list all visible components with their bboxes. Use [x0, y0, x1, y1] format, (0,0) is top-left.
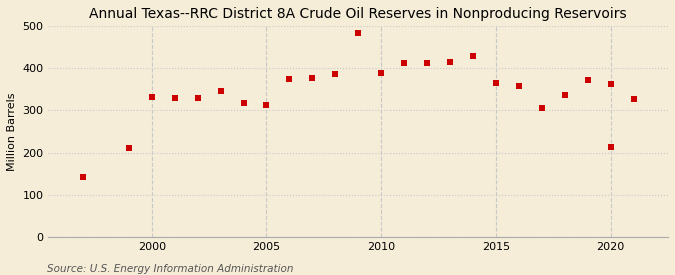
Point — [491, 81, 502, 85]
Point — [261, 103, 272, 108]
Point — [537, 106, 547, 110]
Point — [445, 59, 456, 64]
Point — [628, 97, 639, 101]
Point — [399, 61, 410, 65]
Point — [215, 89, 226, 93]
Point — [146, 94, 157, 99]
Y-axis label: Million Barrels: Million Barrels — [7, 92, 17, 171]
Title: Annual Texas--RRC District 8A Crude Oil Reserves in Nonproducing Reservoirs: Annual Texas--RRC District 8A Crude Oil … — [90, 7, 627, 21]
Point — [124, 146, 134, 150]
Point — [330, 72, 341, 76]
Point — [605, 145, 616, 149]
Point — [560, 93, 570, 97]
Point — [78, 175, 88, 179]
Point — [353, 31, 364, 35]
Point — [468, 54, 479, 58]
Point — [583, 78, 593, 82]
Point — [376, 71, 387, 76]
Point — [169, 96, 180, 100]
Text: Source: U.S. Energy Information Administration: Source: U.S. Energy Information Administ… — [47, 264, 294, 274]
Point — [422, 61, 433, 65]
Point — [238, 101, 249, 105]
Point — [192, 96, 203, 100]
Point — [514, 84, 524, 88]
Point — [605, 82, 616, 86]
Point — [307, 75, 318, 80]
Point — [284, 77, 295, 81]
